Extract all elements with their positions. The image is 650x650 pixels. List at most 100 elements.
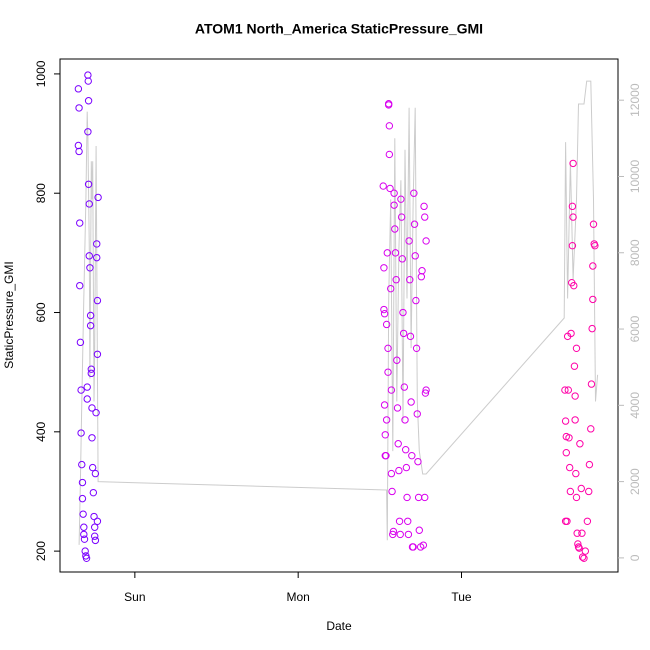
point — [91, 536, 100, 545]
point — [399, 308, 407, 317]
y2-tick-label: 8000 — [628, 239, 642, 266]
point — [571, 416, 579, 424]
x-axis-label: Date — [326, 619, 352, 633]
point — [568, 242, 577, 250]
point — [570, 281, 578, 290]
x-tick-label: Sun — [124, 590, 145, 604]
point — [414, 457, 422, 466]
point — [572, 469, 580, 478]
altitude-line — [78, 80, 599, 545]
point — [91, 469, 100, 478]
point — [397, 213, 406, 221]
point — [385, 122, 394, 130]
point — [403, 493, 411, 502]
point — [93, 517, 102, 525]
point — [591, 242, 599, 250]
point — [91, 523, 99, 531]
point — [380, 401, 389, 409]
point — [387, 284, 395, 293]
point — [77, 429, 85, 437]
point — [393, 404, 402, 412]
point — [93, 296, 102, 305]
point — [93, 240, 101, 248]
point — [76, 338, 85, 347]
point — [401, 446, 410, 454]
point — [382, 320, 391, 329]
point — [570, 362, 579, 370]
point — [86, 321, 95, 330]
point — [569, 213, 577, 221]
point — [588, 324, 596, 333]
point — [381, 431, 389, 439]
point — [561, 417, 570, 425]
point — [406, 332, 415, 341]
point — [382, 416, 391, 424]
y-tick-label: 1000 — [34, 60, 48, 87]
point — [379, 182, 387, 190]
y-tick-label: 800 — [34, 183, 48, 203]
point — [389, 530, 397, 539]
point — [86, 264, 94, 272]
point — [401, 416, 409, 424]
point — [390, 189, 398, 197]
point — [394, 440, 402, 448]
point — [405, 237, 413, 245]
point — [420, 202, 428, 211]
point — [413, 410, 421, 418]
point — [88, 404, 96, 412]
point — [568, 202, 577, 211]
point — [382, 451, 390, 460]
point — [87, 365, 96, 373]
point — [88, 463, 97, 472]
point — [380, 305, 388, 314]
point — [562, 448, 570, 457]
y2-tick-label: 2000 — [628, 468, 642, 495]
y2-tick-label: 10000 — [628, 159, 642, 193]
point — [388, 487, 396, 496]
point — [396, 530, 404, 539]
point — [406, 276, 414, 284]
point — [402, 463, 411, 472]
point — [412, 296, 420, 305]
point — [569, 159, 577, 168]
point — [571, 392, 579, 400]
point — [575, 544, 583, 552]
point — [404, 530, 413, 539]
point — [395, 466, 403, 475]
point — [384, 101, 393, 109]
point — [581, 547, 590, 555]
point — [80, 530, 88, 539]
point — [398, 255, 406, 263]
point — [583, 517, 592, 525]
point — [587, 380, 596, 388]
point — [580, 554, 588, 562]
point — [83, 395, 91, 403]
point — [418, 267, 426, 275]
point — [577, 484, 585, 493]
point — [397, 195, 405, 203]
point — [85, 200, 93, 208]
point — [87, 369, 96, 378]
point — [84, 128, 92, 136]
point — [86, 311, 95, 320]
point — [391, 225, 399, 233]
point — [390, 201, 398, 209]
point — [392, 276, 400, 284]
y-tick-label: 600 — [34, 302, 48, 322]
point — [572, 344, 581, 353]
point — [578, 529, 586, 537]
point — [564, 386, 573, 394]
point — [589, 262, 597, 270]
point — [566, 487, 575, 496]
point — [565, 463, 574, 472]
point — [82, 554, 91, 562]
point — [399, 329, 408, 338]
plot-box — [59, 58, 619, 573]
point — [384, 368, 392, 376]
point — [78, 460, 86, 469]
point — [589, 295, 597, 304]
point — [92, 409, 100, 417]
point — [589, 220, 598, 228]
point — [572, 493, 581, 502]
